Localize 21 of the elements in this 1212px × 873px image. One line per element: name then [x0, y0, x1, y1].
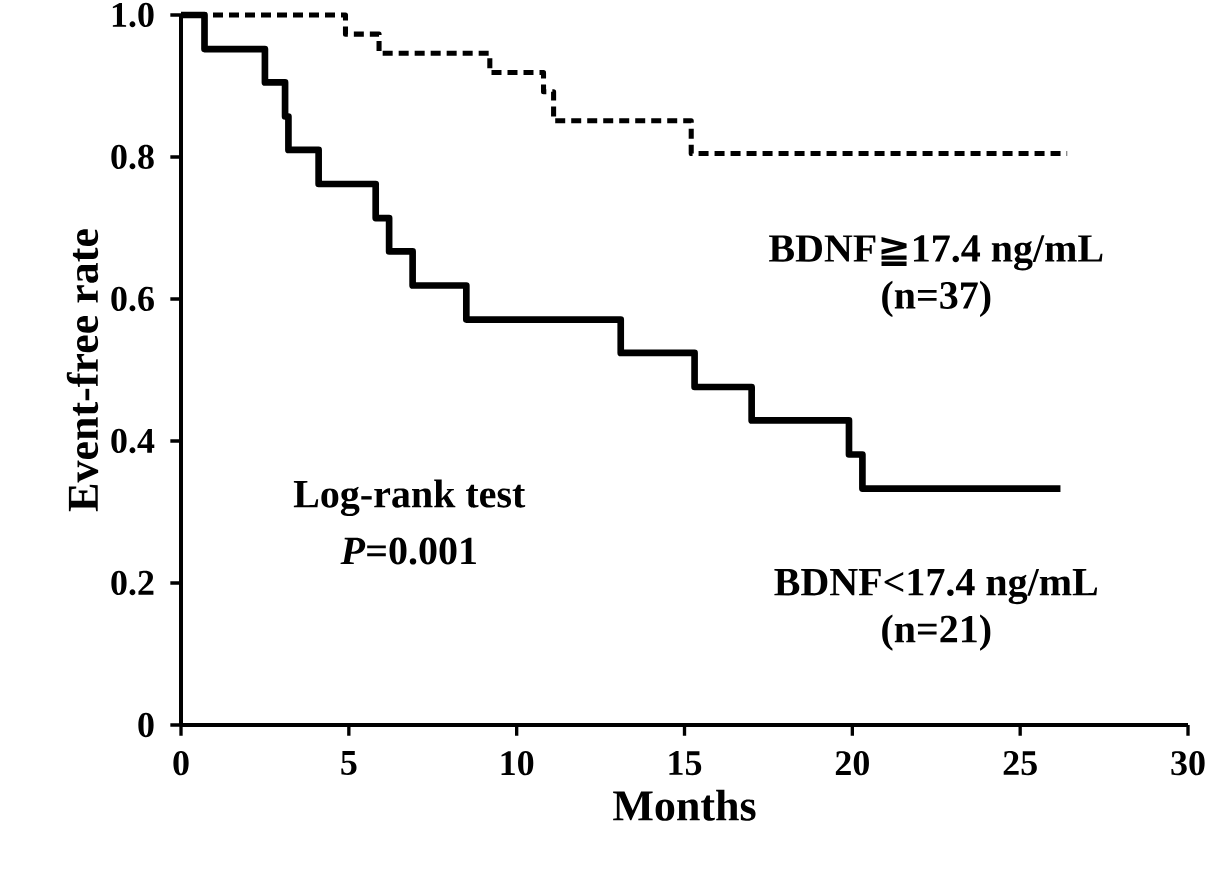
y-axis-title: Event-free rate	[66, 229, 99, 512]
y-tick-label: 0.8	[111, 144, 154, 170]
x-axis-title: Months	[613, 789, 756, 821]
x-tick-label: 5	[341, 751, 357, 775]
y-tick-label: 0.6	[111, 286, 154, 312]
y-tick-label: 0	[138, 712, 154, 738]
x-tick-label: 20	[835, 751, 869, 776]
x-tick-label: 0	[173, 751, 189, 776]
x-tick-label: 25	[1003, 751, 1037, 776]
y-tick-label: 1.0	[112, 2, 154, 28]
x-tick-label: 15	[669, 751, 702, 776]
x-tick-label: 10	[501, 751, 534, 776]
text: BDNF≧17.4 ng/mL	[769, 235, 1103, 271]
annotation: (n=37)	[882, 280, 991, 318]
y-tick-label: 0.2	[111, 570, 154, 596]
annotation: P=0.001	[340, 537, 476, 565]
annotation: (n=21)	[882, 614, 991, 651]
annotation: Log-rank test	[293, 479, 526, 517]
y-tick-label: 0.4	[111, 428, 155, 454]
text: BDNF<17.4 ng/mL	[774, 568, 1098, 605]
x-tick-label: 30	[1171, 751, 1205, 776]
